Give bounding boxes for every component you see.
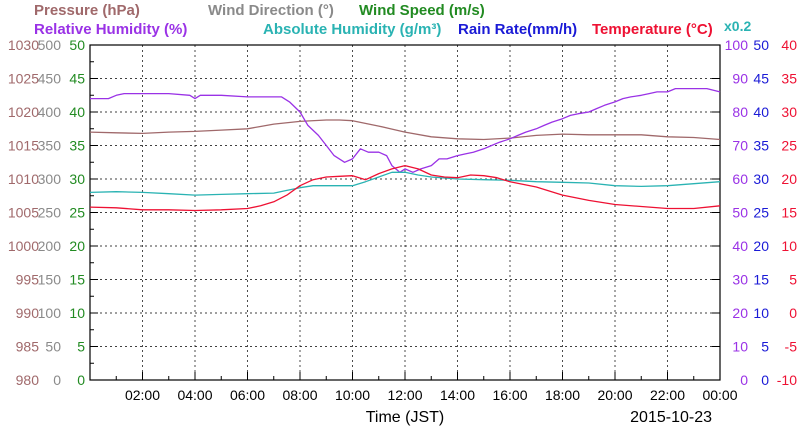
left-axis-tick-label: 400 [38, 104, 62, 120]
right-axis-tick-label: 10 [732, 339, 748, 355]
series-line [90, 87, 721, 173]
abs-humidity-scale: x0.2 [724, 18, 751, 34]
left-axis-tick-label: 150 [38, 272, 62, 288]
x-tick-label: 18:00 [545, 387, 580, 403]
date-label: 2015-10-23 [630, 409, 712, 426]
right-axis-tick-label: 15 [781, 205, 797, 221]
left-axis-tick-label: 15 [69, 272, 85, 288]
right-axis-tick-label: 80 [732, 104, 748, 120]
left-axis-tick-label: 1030 [8, 37, 39, 53]
x-axis: 02:00 04:00 06:00 08:00 10:00 12:00 14:00 16:00… [89, 372, 738, 403]
legend-entry: Rain Rate(mm/h) [458, 21, 577, 38]
right-axis-tick-label: -5 [785, 339, 798, 355]
left-axis-tick-label: 1010 [8, 171, 39, 187]
right-axis-tick-label: 90 [732, 71, 748, 87]
left-axis-tick-label: 1020 [8, 104, 39, 120]
right-axis-tick-label: 40 [753, 104, 769, 120]
series-line [89, 119, 721, 141]
right-axis-tick-label: 50 [732, 205, 748, 221]
legend-entry: Absolute Humidity (g/m³) [263, 21, 441, 38]
left-axis-tick-label: 0 [77, 372, 85, 388]
legend-entry: Wind Speed (m/s) [359, 2, 485, 19]
x-tick-label: 22:00 [650, 387, 685, 403]
right-axis-tick-label: 60 [732, 171, 748, 187]
x-tick-label: 00:00 [702, 387, 737, 403]
right-axis-tick-label: 40 [732, 238, 748, 254]
left-axes: 9809859909951000100510101015102010251030… [8, 37, 98, 388]
left-axis-tick-label: 990 [16, 305, 40, 321]
series-layer [89, 87, 721, 212]
left-axis-tick-label: 450 [38, 71, 62, 87]
right-axis-tick-label: 70 [732, 138, 748, 154]
left-axis-tick-label: 45 [69, 71, 85, 87]
left-axis-tick-label: 500 [38, 37, 62, 53]
x-tick-label: 04:00 [177, 387, 212, 403]
left-axis-tick-label: 250 [38, 205, 62, 221]
right-axis-tick-label: 30 [732, 272, 748, 288]
right-axis-tick-label: 40 [781, 37, 797, 53]
legend-entry: Pressure (hPa) [34, 2, 140, 19]
left-axis-tick-label: 995 [16, 272, 40, 288]
right-axis-tick-label: 20 [732, 305, 748, 321]
right-axis-tick-label: 25 [753, 205, 769, 221]
left-axis-tick-label: 50 [45, 339, 61, 355]
left-axis-tick-label: 35 [69, 138, 85, 154]
right-axis-tick-label: 50 [753, 37, 769, 53]
legend-entry: Temperature (°C) [592, 21, 713, 38]
x-axis-label: Time (JST) [366, 409, 445, 426]
right-axis-tick-label: 35 [781, 71, 797, 87]
right-axis-tick-label: -10 [777, 372, 797, 388]
right-axis-tick-label: 30 [781, 104, 797, 120]
left-axis-tick-label: 350 [38, 138, 62, 154]
left-axis-tick-label: 0 [53, 372, 61, 388]
right-axis-tick-label: 30 [753, 171, 769, 187]
left-axis-tick-label: 985 [16, 339, 40, 355]
left-axis-tick-label: 1000 [8, 238, 39, 254]
left-axis-tick-label: 1015 [8, 138, 39, 154]
right-axis-tick-label: 25 [781, 138, 797, 154]
x-tick-label: 12:00 [387, 387, 422, 403]
left-axis-tick-label: 30 [69, 171, 85, 187]
legend-entry: Relative Humidity (%) [34, 21, 187, 38]
right-axes: 0102030405060708090100051015202530354045… [712, 37, 797, 388]
right-axis-tick-label: 35 [753, 138, 769, 154]
series-line [89, 164, 721, 212]
left-axis-tick-label: 1005 [8, 205, 39, 221]
left-axis-tick-label: 200 [38, 238, 62, 254]
left-axis-tick-label: 20 [69, 238, 85, 254]
series-line [89, 171, 721, 196]
x-tick-label: 06:00 [230, 387, 265, 403]
right-axis-tick-label: 10 [781, 238, 797, 254]
right-axis-tick-label: 20 [781, 171, 797, 187]
x-tick-label: 14:00 [440, 387, 475, 403]
left-axis-tick-label: 25 [69, 205, 85, 221]
right-axis-tick-label: 0 [761, 372, 769, 388]
left-axis-tick-label: 50 [69, 37, 85, 53]
gridlines [90, 45, 720, 380]
x-tick-label: 20:00 [597, 387, 632, 403]
right-axis-tick-label: 0 [789, 305, 797, 321]
legend-entry: Wind Direction (°) [208, 2, 334, 19]
right-axis-tick-label: 5 [789, 272, 797, 288]
right-axis-tick-label: 5 [761, 339, 769, 355]
x-tick-label: 10:00 [335, 387, 370, 403]
x-tick-label: 16:00 [492, 387, 527, 403]
left-axis-tick-label: 10 [69, 305, 85, 321]
left-axis-tick-label: 980 [16, 372, 40, 388]
left-axis-tick-label: 5 [77, 339, 85, 355]
left-axis-tick-label: 40 [69, 104, 85, 120]
right-axis-tick-label: 10 [753, 305, 769, 321]
left-axis-tick-label: 1025 [8, 71, 39, 87]
legend: Pressure (hPa) Wind Direction (°) Wind Spe… [34, 2, 713, 38]
right-axis-tick-label: 15 [753, 272, 769, 288]
right-axis-tick-label: 0 [740, 372, 748, 388]
right-axis-tick-label: 20 [753, 238, 769, 254]
right-axis-tick-label: 45 [753, 71, 769, 87]
right-axis-tick-label: 100 [725, 37, 749, 53]
x-tick-label: 02:00 [125, 387, 160, 403]
left-axis-tick-label: 300 [38, 171, 62, 187]
x-tick-label: 08:00 [282, 387, 317, 403]
left-axis-tick-label: 100 [38, 305, 62, 321]
